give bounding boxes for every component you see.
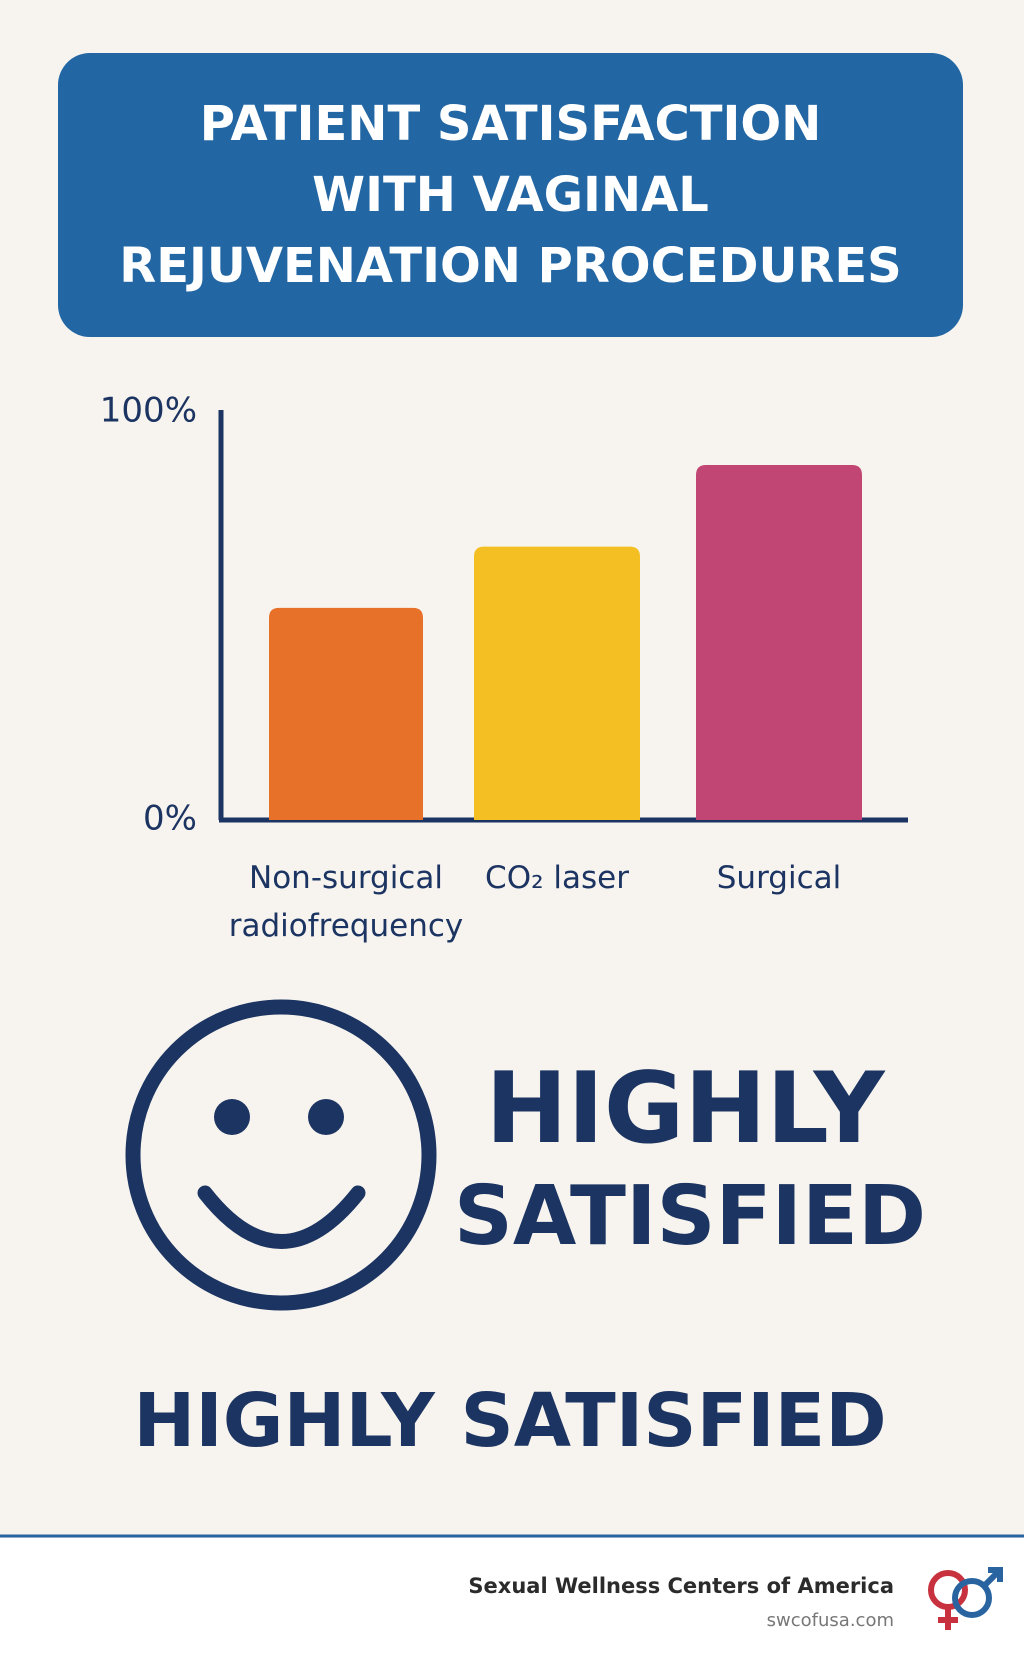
x-tick-label: Non-surgical radiofrequency: [228, 860, 464, 944]
chart-title: PATIENT SATISFACTION WITH VAGINAL REJUVE…: [58, 53, 963, 337]
x-tick-label: Surgical: [716, 860, 842, 896]
bar: [269, 607, 423, 820]
smiley-mouth: [197, 1185, 366, 1249]
bar: [696, 465, 862, 820]
y-tick-label: 0%: [143, 799, 197, 839]
y-tick-label: 100%: [100, 391, 197, 431]
footer-bg: [0, 1538, 1024, 1666]
logo: [928, 1567, 1003, 1630]
footer-url: swcofusa.com: [767, 1610, 894, 1631]
badge-line: HIGHLY: [485, 1052, 885, 1166]
footer-company: Sexual Wellness Centers of America: [468, 1574, 894, 1598]
x-tick-label: CO₂ laser: [485, 860, 629, 896]
smiley-eye: [214, 1099, 250, 1135]
bar: [474, 546, 640, 820]
smiley-eye: [308, 1099, 344, 1135]
banner: HIGHLY SATISFIED: [133, 1378, 886, 1464]
badge-line: SATISFIED: [454, 1169, 926, 1264]
smiley-face: [125, 999, 437, 1311]
